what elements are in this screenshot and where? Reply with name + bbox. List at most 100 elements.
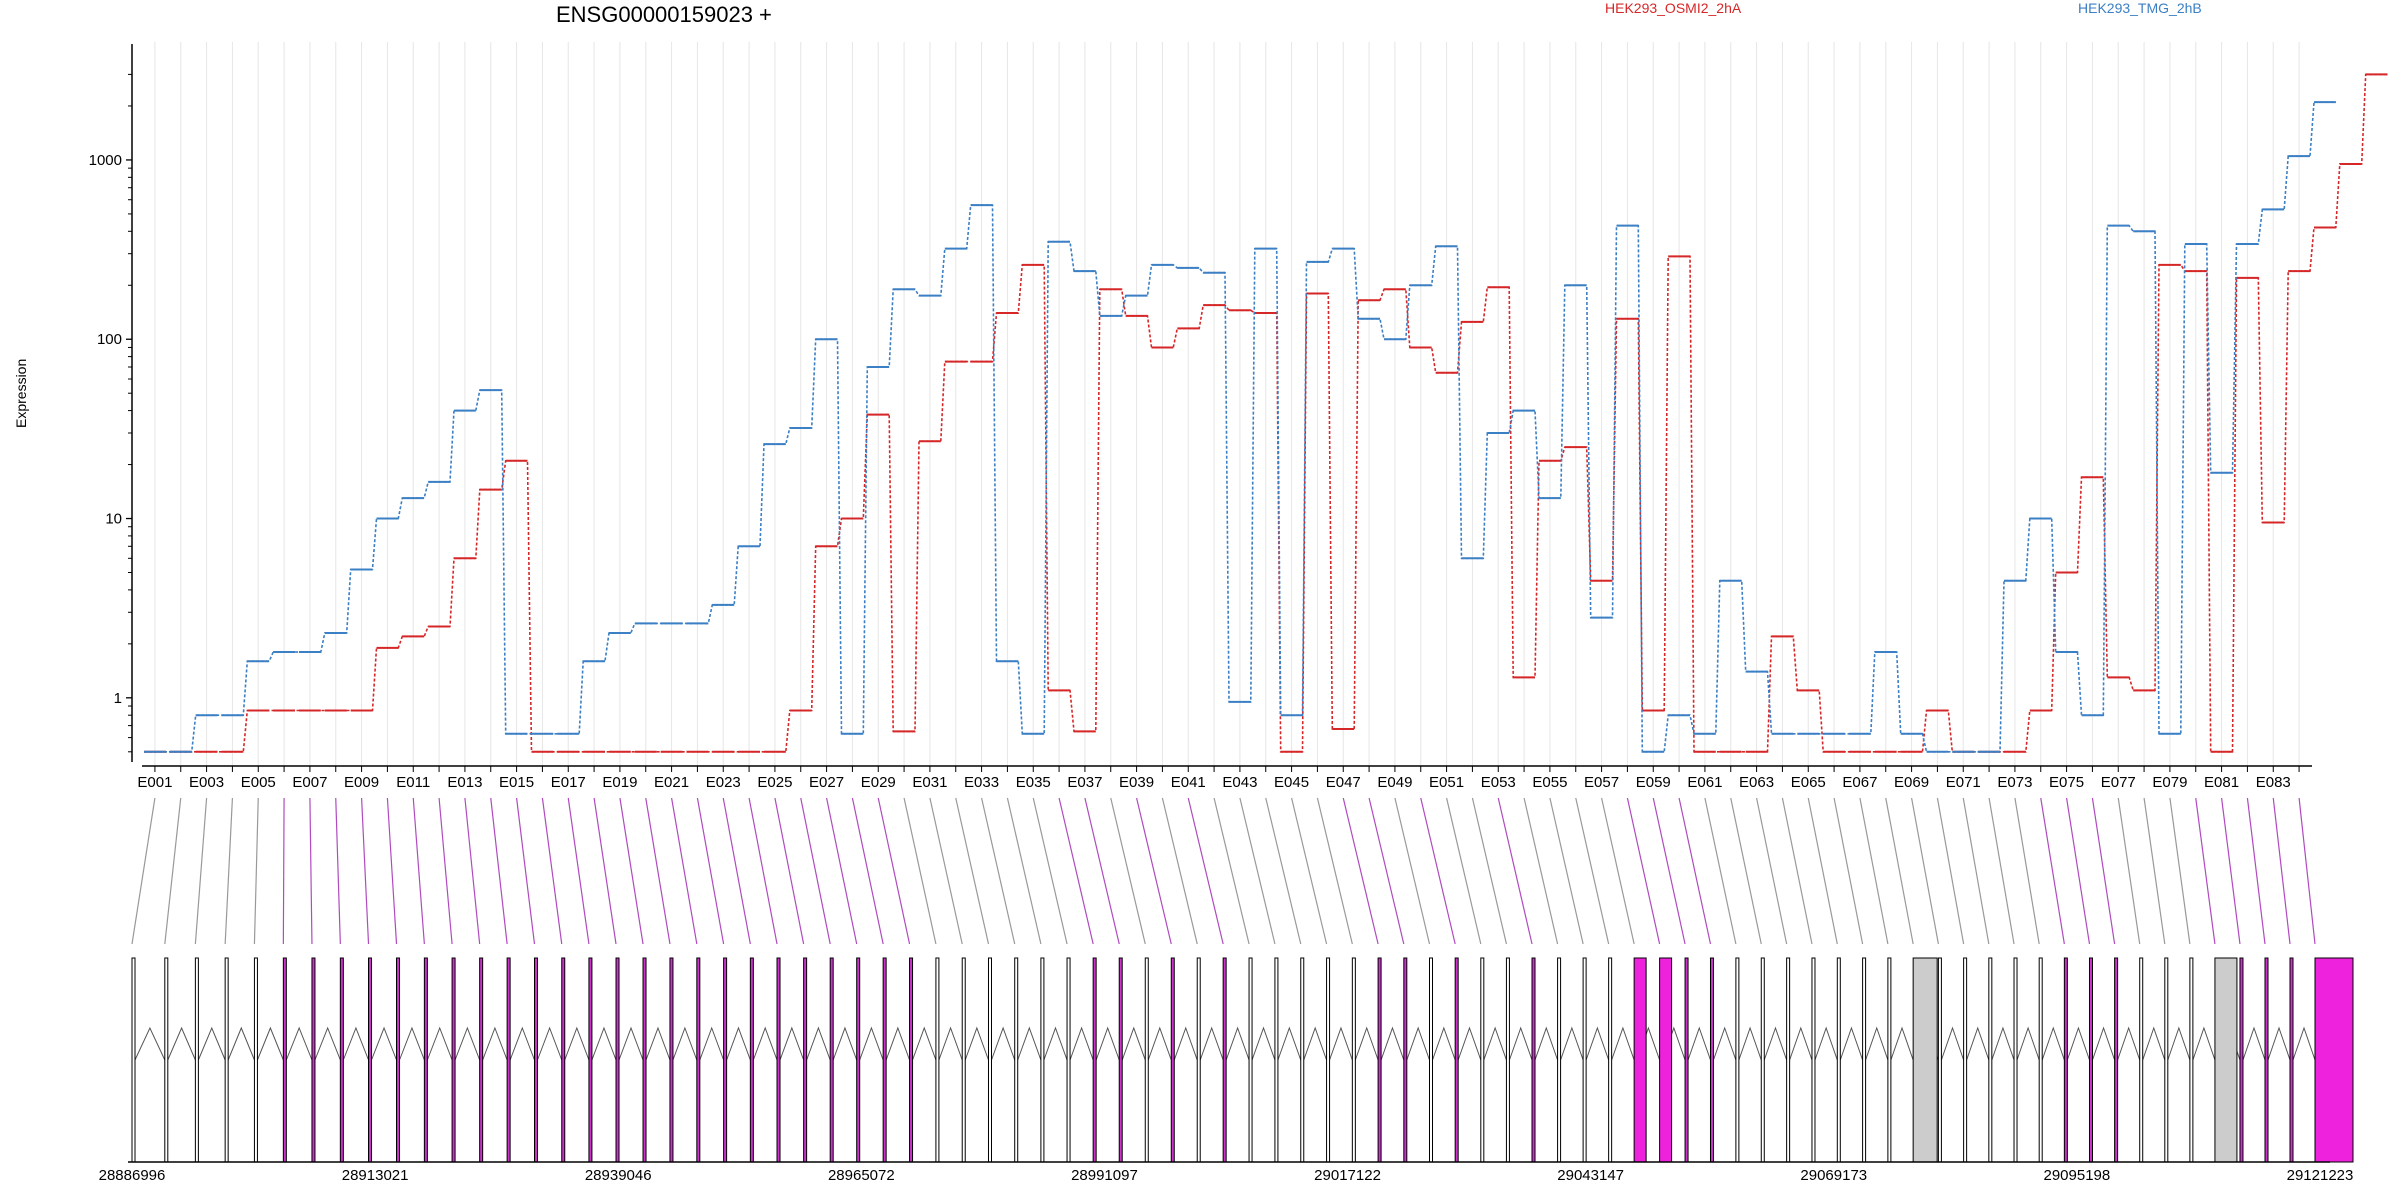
- exon-box: [856, 957, 861, 1163]
- exon-connector: [164, 797, 182, 945]
- exon-connector: [825, 797, 858, 945]
- intron-line: [1687, 1026, 1711, 1061]
- intron-line: [314, 1026, 341, 1061]
- intron-line: [1277, 1026, 1302, 1061]
- exon-box: [2114, 957, 2119, 1163]
- intron-line: [1354, 1026, 1379, 1061]
- exon-connector: [1342, 797, 1379, 945]
- intron-line: [964, 1026, 989, 1061]
- x-tick-label: E023: [706, 774, 741, 791]
- exon-box: [1862, 957, 1867, 1163]
- exon-connector: [1368, 797, 1405, 945]
- exon-connector: [1626, 797, 1661, 945]
- intron-line: [2167, 1026, 2191, 1061]
- exon-box: [1351, 957, 1356, 1163]
- y-tick-label: 1000: [89, 152, 122, 169]
- exon-box: [1557, 957, 1562, 1163]
- exon-box: [2088, 957, 2093, 1163]
- exon-connector: [2246, 797, 2266, 945]
- exon-connector: [1910, 797, 1939, 945]
- exon-connector: [464, 797, 481, 945]
- exon-connector: [851, 797, 884, 945]
- intron-line: [1303, 1026, 1328, 1061]
- exon-box: [2264, 957, 2269, 1163]
- x-tick-label: E055: [1532, 774, 1567, 791]
- exon-box: [423, 957, 428, 1163]
- chart-title: ENSG00000159023 +: [556, 2, 772, 27]
- exon-connector: [1807, 797, 1838, 945]
- exon-connector: [2040, 797, 2065, 945]
- exon-box: [776, 957, 781, 1163]
- y-tick-label: 1: [114, 690, 122, 707]
- intron-line: [591, 1026, 617, 1061]
- x-tick-label: E071: [1946, 774, 1981, 791]
- intron-line: [134, 1026, 166, 1061]
- intron-line: [285, 1026, 313, 1061]
- exon-connector: [253, 797, 259, 945]
- exon-connector: [593, 797, 617, 945]
- intron-line: [699, 1026, 725, 1061]
- exon-connector: [1110, 797, 1146, 945]
- x-tick-label: E021: [654, 774, 689, 791]
- exon-connector: [1058, 797, 1094, 945]
- exon-box: [2139, 957, 2144, 1163]
- exon-box: [339, 957, 344, 1163]
- legend-entry-series-b: HEK293_TMG_2hB: [2078, 0, 2202, 16]
- exon-connector: [1394, 797, 1431, 945]
- exon-connector: [1135, 797, 1172, 945]
- exon-connector: [1316, 797, 1353, 945]
- exon-box: [1988, 957, 1993, 1163]
- exon-box: [1633, 957, 1647, 1163]
- intron-line: [859, 1026, 884, 1061]
- gene-axis-tick-label: 29069173: [1800, 1167, 1867, 1184]
- exon-connector: [567, 797, 590, 945]
- exon-box: [642, 957, 647, 1163]
- exon-connector: [490, 797, 508, 945]
- exon-connector: [1523, 797, 1559, 945]
- intron-line: [1814, 1026, 1838, 1061]
- exon-connector: [412, 797, 425, 945]
- exon-box: [803, 957, 808, 1163]
- x-tick-label: E011: [396, 774, 430, 791]
- intron-line: [256, 1026, 284, 1061]
- intron-line: [1585, 1026, 1610, 1061]
- intron-line: [1534, 1026, 1559, 1061]
- intron-line: [1173, 1026, 1198, 1061]
- exon-connector: [438, 797, 453, 945]
- x-tick-label: E007: [292, 774, 327, 791]
- intron-line: [1432, 1026, 1456, 1061]
- intron-line: [342, 1026, 369, 1061]
- exon-connector: [1213, 797, 1250, 945]
- exon-box: [1222, 957, 1227, 1163]
- exon-connector: [2220, 797, 2241, 945]
- intron-line: [1890, 1026, 1914, 1061]
- intron-line: [1560, 1026, 1584, 1061]
- intron-line: [1966, 1026, 1990, 1061]
- exon-connector: [224, 797, 234, 945]
- exon-box: [194, 957, 199, 1163]
- intron-line: [1508, 1026, 1533, 1061]
- exon-connector: [1497, 797, 1533, 945]
- exon-connector: [1161, 797, 1198, 945]
- gene-axis-tick-label: 29043147: [1557, 1167, 1624, 1184]
- exon-connector: [1936, 797, 1965, 945]
- exon-connector: [722, 797, 751, 945]
- x-tick-label: E069: [1894, 774, 1929, 791]
- exon-box: [1963, 957, 1968, 1163]
- exon-connector: [1962, 797, 1990, 945]
- intron-line: [912, 1026, 937, 1061]
- intron-line: [2242, 1026, 2266, 1061]
- exon-box: [2214, 957, 2238, 1163]
- exon-connector: [1833, 797, 1864, 945]
- exon-box: [479, 957, 484, 1163]
- exon-box: [987, 957, 992, 1163]
- exon-connector: [2169, 797, 2191, 945]
- exon-connector: [955, 797, 990, 945]
- exon-connector: [1600, 797, 1635, 945]
- exon-connector: [2143, 797, 2166, 945]
- exon-connector: [1859, 797, 1889, 945]
- x-tick-label: E053: [1481, 774, 1516, 791]
- exon-box: [533, 957, 538, 1163]
- x-tick-label: E029: [861, 774, 896, 791]
